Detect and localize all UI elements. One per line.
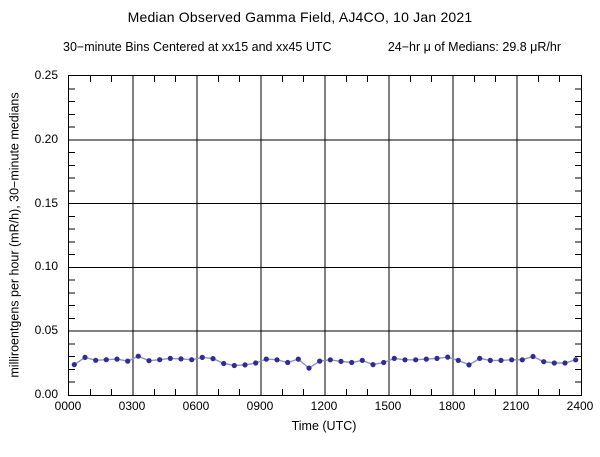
- y-tick-label: 0.15: [34, 195, 58, 210]
- median-data-point: [157, 357, 163, 363]
- median-data-point: [466, 362, 472, 368]
- median-data-point: [562, 360, 568, 366]
- median-data-point: [263, 356, 269, 362]
- y-tick-label: 0.25: [34, 68, 58, 82]
- median-data-point: [125, 358, 131, 364]
- median-data-point: [189, 357, 195, 363]
- median-data-point: [370, 362, 376, 368]
- chart-title: Median Observed Gamma Field, AJ4CO, 10 J…: [127, 9, 473, 25]
- plot-svg: [69, 76, 581, 395]
- median-data-point: [71, 362, 77, 368]
- median-data-point: [317, 358, 323, 364]
- plot-area: [68, 75, 582, 396]
- median-data-point: [82, 354, 88, 360]
- median-data-point: [210, 356, 216, 362]
- median-data-point: [349, 359, 355, 366]
- x-tick-label: 1800: [438, 399, 466, 413]
- median-data-point: [146, 358, 152, 364]
- subtitle-bins-text: 30−minute Bins Centered at xx15 and xx45…: [63, 40, 332, 54]
- median-data-point: [285, 359, 291, 366]
- median-data-point: [519, 357, 525, 363]
- median-data-point: [295, 356, 301, 362]
- x-tick-label: 1500: [374, 399, 402, 413]
- median-data-point: [221, 360, 227, 367]
- median-data-point: [391, 355, 397, 361]
- median-data-point: [103, 357, 109, 363]
- median-data-point: [434, 355, 440, 361]
- y-axis-title-box: milliroentgens per hour (mR/h), 30−minut…: [7, 75, 23, 394]
- median-data-point: [413, 357, 419, 363]
- median-data-point: [167, 355, 173, 361]
- x-tick-label: 0900: [246, 399, 274, 413]
- median-data-point: [135, 353, 141, 359]
- y-tick-label: 0.10: [34, 259, 58, 274]
- y-tick-label: 0.05: [34, 323, 58, 338]
- subtitle-mean-text: 24−hr μ of Medians: 29.8 μR/hr: [387, 40, 561, 54]
- x-tick-label: 0600: [182, 399, 210, 413]
- median-data-point: [93, 357, 99, 363]
- chart-subtitle-row: 30−minute Bins Centered at xx15 and xx45…: [63, 40, 561, 54]
- median-data-point: [487, 357, 493, 363]
- median-data-point: [242, 362, 248, 368]
- median-data-point: [338, 358, 344, 364]
- median-data-point: [530, 353, 536, 360]
- median-data-point: [306, 365, 312, 371]
- median-data-point: [402, 357, 408, 363]
- y-tick-label: 0.00: [34, 387, 58, 401]
- median-data-point: [253, 360, 259, 366]
- y-tick-label: 0.20: [34, 131, 58, 146]
- median-data-point: [573, 357, 579, 363]
- median-data-point: [199, 354, 205, 360]
- median-data-point: [327, 357, 333, 363]
- median-data-point: [477, 355, 483, 361]
- median-data-point: [509, 357, 515, 363]
- median-data-point: [423, 356, 429, 362]
- x-tick-label: 0300: [118, 399, 146, 413]
- median-data-point: [541, 359, 547, 365]
- x-axis-title: Time (UTC): [291, 419, 357, 433]
- median-data-point: [551, 360, 557, 366]
- median-data-point: [381, 359, 387, 366]
- median-data-point: [231, 362, 237, 369]
- median-data-point: [455, 357, 461, 363]
- median-data-point: [498, 357, 504, 363]
- median-data-point: [445, 354, 451, 360]
- x-tick-label: 1200: [310, 399, 338, 413]
- median-data-point: [178, 356, 184, 362]
- median-data-point: [359, 357, 365, 363]
- x-tick-label: 2400: [566, 399, 594, 413]
- median-data-point: [114, 356, 120, 362]
- median-data-point: [274, 357, 280, 363]
- x-tick-label: 0000: [54, 399, 82, 413]
- x-tick-label: 2100: [502, 399, 530, 413]
